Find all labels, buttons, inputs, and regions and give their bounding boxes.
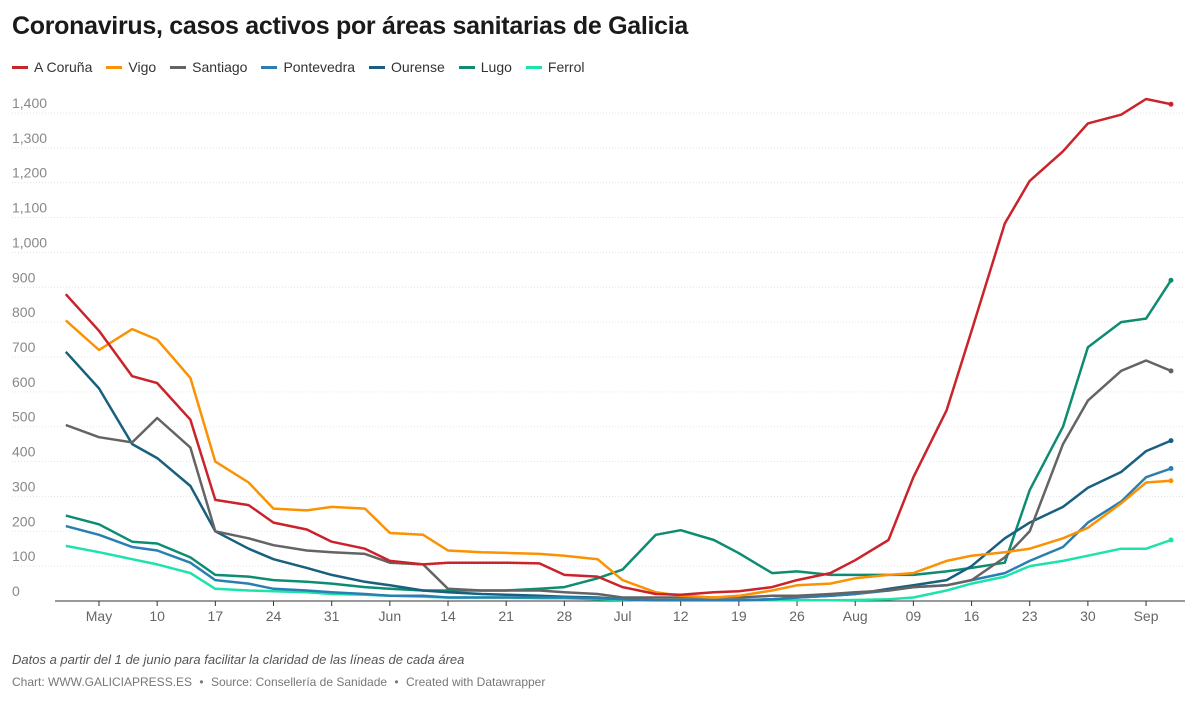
series-line-vigo (64, 319, 1172, 599)
x-tick-label: 28 (557, 608, 573, 624)
legend-swatch (106, 65, 123, 69)
credit-created[interactable]: Created with Datawrapper (405, 675, 546, 689)
y-tick-label: 100 (12, 548, 36, 564)
legend-label: Ourense (391, 59, 445, 75)
legend-swatch (170, 65, 187, 69)
legend-swatch (369, 65, 386, 69)
series-line-pontevedra (65, 467, 1172, 602)
credit-separator: • (199, 675, 204, 689)
legend-swatch (525, 65, 542, 69)
legend-item: Santiago (170, 59, 247, 75)
y-tick-label: 800 (12, 304, 36, 320)
y-tick-label: 1,000 (12, 234, 47, 250)
chart-credit: Chart: WWW.GALICIAPRESS.ES • Source: Con… (12, 675, 549, 689)
x-tick-label: 26 (789, 608, 805, 624)
x-tick-label: Jun (379, 608, 402, 624)
legend-swatch (458, 65, 475, 69)
x-tick-label: May (86, 608, 112, 624)
y-tick-label: 900 (12, 269, 36, 285)
series-end-point (1168, 537, 1174, 543)
y-tick-label: 1,300 (12, 130, 47, 146)
legend-swatch (261, 65, 278, 69)
x-tick-label: 10 (149, 608, 165, 624)
legend-label: Vigo (128, 59, 157, 75)
legend-item: A Coruña (12, 59, 92, 75)
series-end-point (1168, 466, 1174, 472)
y-tick-label: 600 (12, 374, 36, 390)
y-tick-label: 0 (12, 583, 20, 599)
legend-swatch (12, 65, 28, 69)
x-tick-label: 21 (498, 608, 514, 624)
x-tick-label: 12 (673, 608, 689, 624)
legend-item: Ferrol (525, 59, 585, 75)
y-tick-label: 300 (12, 478, 36, 494)
legend: A Coruña Vigo Santiago Pontevedra Ourense Lug… (12, 59, 584, 75)
x-tick-label: 31 (324, 608, 340, 624)
series-end-point (1168, 368, 1174, 374)
x-tick-label: 19 (731, 608, 747, 624)
x-tick-label: 24 (266, 608, 282, 624)
chart-note: Datos a partir del 1 de junio para facil… (12, 652, 465, 667)
chart-title: Coronavirus, casos activos por áreas san… (12, 12, 688, 40)
legend-item: Pontevedra (261, 59, 355, 75)
y-tick-label: 1,200 (12, 165, 47, 181)
x-tick-label: Jul (614, 608, 632, 624)
series-end-point (1168, 478, 1174, 484)
legend-item: Lugo (458, 59, 512, 75)
x-tick-label: Aug (843, 608, 868, 624)
series-line-lugo (65, 279, 1173, 592)
y-tick-label: 1,100 (12, 200, 47, 216)
legend-label: Pontevedra (283, 59, 356, 75)
x-tick-label: 23 (1022, 608, 1038, 624)
legend-label: A Coruña (34, 59, 93, 75)
x-tick-label: 14 (440, 608, 456, 624)
y-tick-label: 700 (12, 339, 36, 355)
series-end-point (1168, 438, 1174, 444)
credit-chart[interactable]: Chart: WWW.GALICIAPRESS.ES (12, 675, 193, 689)
credit-separator: • (394, 675, 399, 689)
x-tick-label: Sep (1134, 608, 1159, 624)
y-tick-label: 500 (12, 409, 36, 425)
x-tick-label: 17 (208, 608, 224, 624)
credit-source: Source: Consellería de Sanidade (210, 675, 388, 689)
x-tick-label: 30 (1080, 608, 1096, 624)
series-end-point (1168, 277, 1174, 283)
x-tick-label: 16 (964, 608, 980, 624)
series-line-a-coru-a (64, 97, 1172, 596)
x-tick-label: 09 (906, 608, 922, 624)
y-tick-label: 1,400 (12, 95, 47, 111)
legend-item: Ourense (369, 59, 445, 75)
legend-label: Ferrol (547, 59, 585, 75)
series-end-point (1168, 101, 1174, 107)
legend-label: Lugo (480, 59, 512, 75)
series-line-santiago (65, 359, 1172, 599)
y-tick-label: 200 (12, 513, 36, 529)
y-tick-label: 400 (12, 444, 36, 460)
legend-item: Vigo (106, 59, 156, 75)
legend-label: Santiago (192, 59, 248, 75)
